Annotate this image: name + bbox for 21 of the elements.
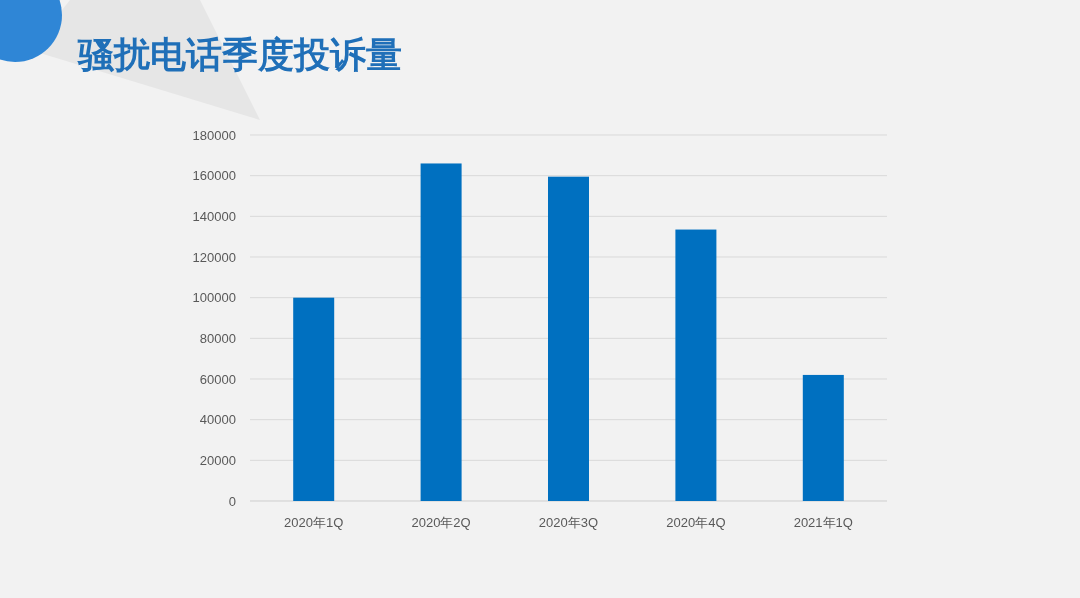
y-tick-label: 160000	[192, 168, 236, 184]
x-tick-label: 2020年2Q	[411, 515, 471, 530]
x-tick-label: 2020年4Q	[666, 515, 726, 530]
y-tick-label: 140000	[192, 208, 236, 224]
x-tick-label: 2020年1Q	[284, 515, 344, 530]
bar	[802, 374, 844, 501]
chart-title: 骚扰电话季度投诉量	[77, 34, 402, 75]
y-tick-label: 60000	[199, 371, 236, 387]
bar	[293, 297, 335, 501]
bar	[675, 229, 717, 501]
y-tick-label: 0	[228, 493, 236, 509]
y-tick-label: 80000	[199, 330, 236, 346]
y-tick-label: 120000	[192, 249, 236, 265]
x-tick-label: 2020年3Q	[538, 515, 599, 530]
y-tick-label: 40000	[199, 412, 236, 428]
y-tick-label: 20000	[199, 452, 236, 468]
x-tick-label: 2021年1Q	[793, 515, 853, 530]
y-tick-label: 180000	[192, 127, 236, 143]
y-tick-label: 100000	[192, 290, 236, 306]
bar	[548, 176, 589, 501]
bar	[420, 163, 462, 501]
